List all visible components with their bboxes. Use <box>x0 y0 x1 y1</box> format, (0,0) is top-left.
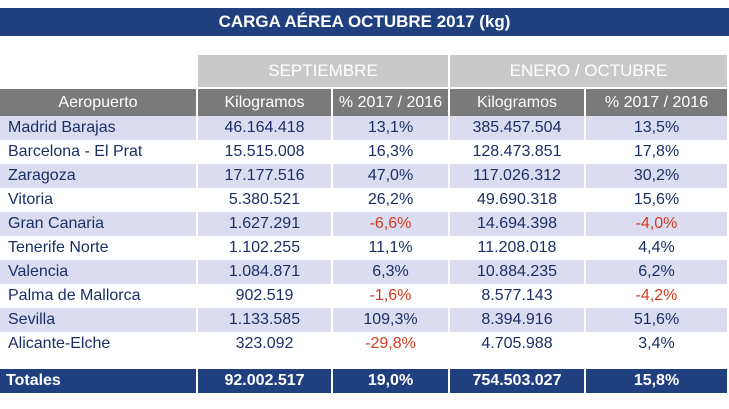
cell-pct-ytd: 30,2% <box>584 164 727 188</box>
cell-pct-ytd: 4,4% <box>584 236 727 260</box>
cell-airport: Zaragoza <box>0 164 197 188</box>
cell-airport: Tenerife Norte <box>0 236 197 260</box>
group-header-row: SEPTIEMBRE ENERO / OCTUBRE <box>0 55 727 88</box>
cell-pct-sep: 6,3% <box>331 260 449 284</box>
totals-row: Totales 92.002.517 19,0% 754.503.027 15,… <box>0 369 727 393</box>
header-pct-sep: % 2017 / 2016 <box>331 87 449 116</box>
group-septiembre: SEPTIEMBRE <box>196 55 449 88</box>
header-aeropuerto: Aeropuerto <box>0 87 197 116</box>
cell-pct-sep: -6,6% <box>331 212 449 236</box>
cell-pct-ytd: 13,5% <box>584 116 727 140</box>
totals-label: Totales <box>0 369 197 393</box>
cell-pct-sep: 13,1% <box>331 116 449 140</box>
cell-pct-sep: 26,2% <box>331 188 449 212</box>
cell-kg-sep: 46.164.418 <box>196 116 332 140</box>
cell-kg-ytd: 117.026.312 <box>448 164 585 188</box>
cell-kg-ytd: 385.457.504 <box>448 116 585 140</box>
title-text: CARGA AÉREA OCTUBRE 2017 (kg) <box>218 12 511 31</box>
cell-pct-sep: -1,6% <box>331 284 449 308</box>
cargo-table: SEPTIEMBRE ENERO / OCTUBRE Aeropuerto Ki… <box>0 55 727 393</box>
totals-pct-ytd: 15,8% <box>584 369 727 393</box>
group-blank-cell <box>0 55 197 88</box>
spacer-row <box>0 356 727 369</box>
cell-pct-ytd: 51,6% <box>584 308 727 332</box>
cell-pct-ytd: 15,6% <box>584 188 727 212</box>
cell-kg-ytd: 10.884.235 <box>448 260 585 284</box>
cell-pct-sep: -29,8% <box>331 332 449 356</box>
cell-airport: Madrid Barajas <box>0 116 197 140</box>
cell-kg-sep: 15.515.008 <box>196 140 332 164</box>
cell-kg-ytd: 14.694.398 <box>448 212 585 236</box>
table-row: Gran Canaria 1.627.291 -6,6% 14.694.398 -4,0… <box>0 212 727 236</box>
cell-kg-ytd: 49.690.318 <box>448 188 585 212</box>
table-row: Barcelona - El Prat 15.515.008 16,3% 128.47… <box>0 140 727 164</box>
cell-kg-sep: 902.519 <box>196 284 332 308</box>
cell-pct-ytd: 6,2% <box>584 260 727 284</box>
table-row: Sevilla 1.133.585 109,3% 8.394.916 51,6% <box>0 308 727 332</box>
table-body: Madrid Barajas 46.164.418 13,1% 385.457.504… <box>0 116 727 356</box>
totals-kg-sep: 92.002.517 <box>196 369 332 393</box>
cell-airport: Sevilla <box>0 308 197 332</box>
group-enero-octubre: ENERO / OCTUBRE <box>448 55 727 88</box>
table-row: Madrid Barajas 46.164.418 13,1% 385.457.504… <box>0 116 727 140</box>
cell-pct-sep: 11,1% <box>331 236 449 260</box>
header-pct-ytd: % 2017 / 2016 <box>584 87 727 116</box>
cell-airport: Alicante-Elche <box>0 332 197 356</box>
cell-pct-ytd: 17,8% <box>584 140 727 164</box>
cell-kg-sep: 323.092 <box>196 332 332 356</box>
cell-kg-sep: 1.102.255 <box>196 236 332 260</box>
cell-airport: Vitoria <box>0 188 197 212</box>
cell-airport: Gran Canaria <box>0 212 197 236</box>
table-row: Alicante-Elche 323.092 -29,8% 4.705.988 3,4% <box>0 332 727 356</box>
table-row: Palma de Mallorca 902.519 -1,6% 8.577.143 -4… <box>0 284 727 308</box>
table-row: Vitoria 5.380.521 26,2% 49.690.318 15,6% <box>0 188 727 212</box>
cell-kg-sep: 1.133.585 <box>196 308 332 332</box>
cell-pct-ytd: -4,0% <box>584 212 727 236</box>
totals-kg-ytd: 754.503.027 <box>448 369 585 393</box>
cell-kg-ytd: 8.577.143 <box>448 284 585 308</box>
cell-airport: Palma de Mallorca <box>0 284 197 308</box>
cell-kg-ytd: 4.705.988 <box>448 332 585 356</box>
cell-pct-sep: 47,0% <box>331 164 449 188</box>
table-title: CARGA AÉREA OCTUBRE 2017 (kg) <box>0 8 729 36</box>
cell-airport: Barcelona - El Prat <box>0 140 197 164</box>
cell-kg-sep: 1.084.871 <box>196 260 332 284</box>
cell-airport: Valencia <box>0 260 197 284</box>
cell-kg-ytd: 11.208.018 <box>448 236 585 260</box>
cell-kg-sep: 1.627.291 <box>196 212 332 236</box>
cell-pct-ytd: -4,2% <box>584 284 727 308</box>
table-row: Tenerife Norte 1.102.255 11,1% 11.208.018 4,… <box>0 236 727 260</box>
totals-pct-sep: 19,0% <box>331 369 449 393</box>
cell-pct-ytd: 3,4% <box>584 332 727 356</box>
cell-kg-sep: 5.380.521 <box>196 188 332 212</box>
cell-kg-ytd: 128.473.851 <box>448 140 585 164</box>
header-kg-ytd: Kilogramos <box>448 87 585 116</box>
cell-pct-sep: 16,3% <box>331 140 449 164</box>
cell-kg-sep: 17.177.516 <box>196 164 332 188</box>
cell-kg-ytd: 8.394.916 <box>448 308 585 332</box>
column-header-row: Aeropuerto Kilogramos % 2017 / 2016 Kilo… <box>0 87 727 116</box>
table-row: Valencia 1.084.871 6,3% 10.884.235 6,2% <box>0 260 727 284</box>
header-kg-sep: Kilogramos <box>196 87 332 116</box>
table-row: Zaragoza 17.177.516 47,0% 117.026.312 30,2% <box>0 164 727 188</box>
cell-pct-sep: 109,3% <box>331 308 449 332</box>
